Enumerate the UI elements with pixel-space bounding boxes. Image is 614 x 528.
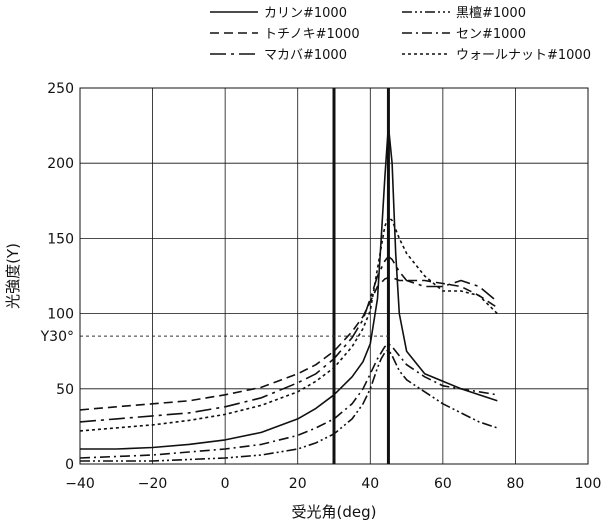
y-tick-label: 250 — [47, 81, 74, 97]
y-tick-label: 150 — [47, 231, 74, 247]
y-tick-label: 100 — [47, 307, 74, 323]
legend-label: ウォールナット#1000 — [456, 48, 591, 63]
y-tick-label: 50 — [56, 382, 74, 398]
legend: カリン#1000 黒檀#1000 トチノキ#1000 セン#1000 マカバ#1000 ウ… — [210, 5, 591, 63]
x-tick-label: 40 — [361, 476, 379, 492]
reference-lines: Y30° — [40, 88, 390, 464]
legend-label: 黒檀#1000 — [456, 5, 526, 21]
x-tick-label: −20 — [138, 476, 168, 492]
series-line — [80, 124, 498, 450]
x-tick-label: 60 — [434, 476, 452, 492]
legend-label: セン#1000 — [456, 27, 526, 42]
series-line — [79, 276, 498, 411]
y-tick-label: 200 — [47, 156, 74, 172]
x-tick-label: −40 — [65, 476, 95, 492]
x-tick-label: 0 — [221, 476, 230, 492]
y-axis-title: 光強度(Y) — [4, 243, 22, 309]
series-line — [79, 342, 498, 459]
series-line — [80, 348, 498, 462]
x-tick-label: 80 — [507, 476, 525, 492]
plot-frame — [79, 87, 589, 465]
series-layer — [79, 124, 498, 462]
legend-label: トチノキ#1000 — [264, 27, 360, 42]
y-tick-label: 0 — [65, 457, 74, 473]
reference-hline-label: Y30° — [40, 329, 74, 345]
x-axis-title: 受光角(deg) — [292, 503, 377, 521]
x-tick-label: 100 — [575, 476, 602, 492]
legend-label: カリン#1000 — [264, 6, 347, 21]
x-tick-label: 20 — [289, 476, 307, 492]
series-line — [79, 216, 498, 432]
series-line — [79, 255, 498, 423]
tick-labels: −40 −20 0 20 40 60 80 100 0 50 100 150 200 250 — [47, 81, 601, 492]
legend-label: マカバ#1000 — [264, 48, 347, 63]
